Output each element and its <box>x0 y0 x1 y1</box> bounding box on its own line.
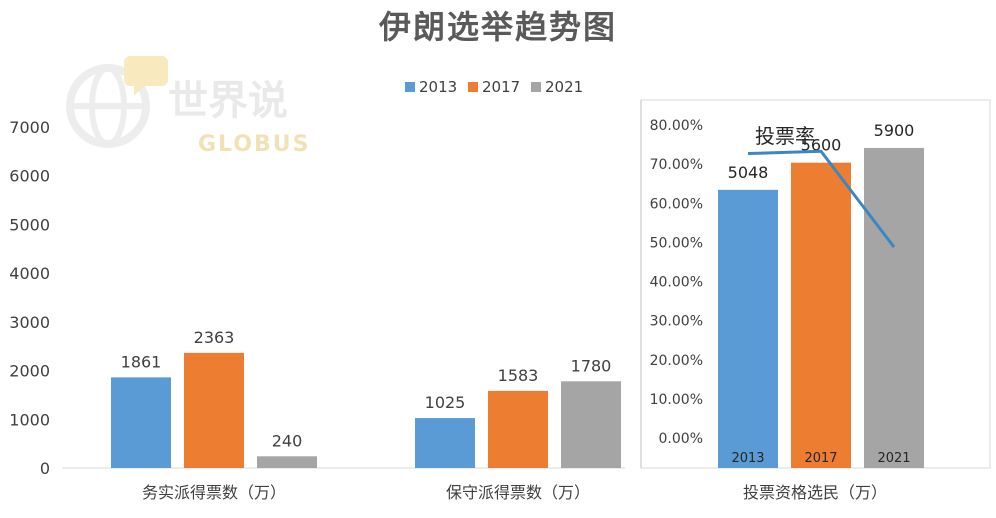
chart-title: 伊朗选举趋势图 <box>378 8 617 46</box>
category-label: 投票资格选民（万） <box>743 483 887 502</box>
y2-tick-label: 40.00% <box>650 275 703 291</box>
data-label: 1780 <box>571 356 612 375</box>
data-label: 1861 <box>121 352 162 371</box>
turnout-line-label: 投票率 <box>755 124 815 148</box>
y2-tick-label: 80.00% <box>650 118 703 134</box>
y2-tick-label: 50.00% <box>650 235 703 251</box>
category-label: 保守派得票数（万） <box>446 483 590 502</box>
watermark-chinese: 世界说 <box>168 78 288 124</box>
turnout-line <box>747 149 896 248</box>
data-label: 5048 <box>728 163 769 182</box>
globe-icon <box>66 56 168 148</box>
voter-bar-2021 <box>864 147 924 468</box>
y-tick-label: 7000 <box>9 118 50 137</box>
legend-item-2021: 2021 <box>531 78 583 96</box>
y2-tick-label: 20.00% <box>650 353 703 369</box>
legend-label: 2021 <box>545 78 584 96</box>
voter-bar-2013 <box>718 189 778 468</box>
y-tick-label: 4000 <box>9 264 50 283</box>
legend-swatch <box>531 82 541 92</box>
watermark-english: GLOBUS <box>198 132 311 157</box>
bar-year-label: 2021 <box>877 451 910 466</box>
globus-watermark: 世界说 GLOBUS <box>60 48 308 162</box>
legend-item-2017: 2017 <box>468 78 520 96</box>
y-tick-label: 6000 <box>9 167 50 186</box>
data-label: 5900 <box>874 121 915 140</box>
data-label: 5600 <box>801 136 842 155</box>
category-label: 务实派得票数（万） <box>142 483 286 502</box>
bar-2017 <box>184 352 244 468</box>
bar-2013 <box>415 418 475 468</box>
bar-2013 <box>111 377 171 468</box>
y2-tick-label: 10.00% <box>650 392 703 408</box>
bar-year-label: 2013 <box>731 451 764 466</box>
bar-2021 <box>257 456 317 468</box>
bar-2017 <box>488 390 548 468</box>
y2-tick-label: 70.00% <box>650 157 703 173</box>
data-label: 1583 <box>498 366 539 385</box>
y2-tick-label: 60.00% <box>650 196 703 212</box>
bar-year-label: 2017 <box>804 451 837 466</box>
y-tick-label: 1000 <box>9 410 50 429</box>
y2-tick-label: 30.00% <box>650 314 703 330</box>
voter-bar-2017 <box>791 162 851 468</box>
y-tick-label: 3000 <box>9 313 50 332</box>
bar-2021 <box>561 381 621 468</box>
legend-label: 2013 <box>419 78 458 96</box>
legend-item-2013: 2013 <box>405 78 457 96</box>
y-tick-label: 5000 <box>9 215 50 234</box>
data-label: 1025 <box>425 393 466 412</box>
legend-swatch <box>468 82 478 92</box>
y-tick-label: 0 <box>40 459 50 478</box>
y-tick-label: 2000 <box>9 362 50 381</box>
data-label: 2363 <box>194 328 235 347</box>
y2-tick-label: 0.00% <box>659 431 703 447</box>
legend-label: 2017 <box>482 78 521 96</box>
legend-swatch <box>405 82 415 92</box>
data-label: 240 <box>272 431 303 450</box>
